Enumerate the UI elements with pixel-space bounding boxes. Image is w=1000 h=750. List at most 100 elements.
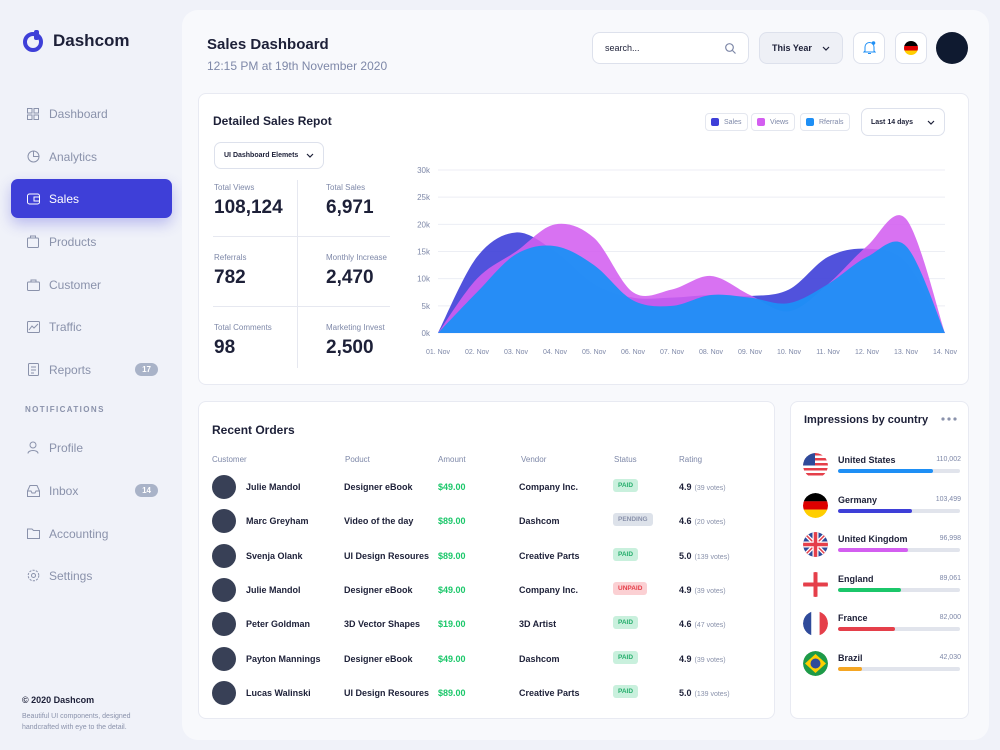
- nav-label: Accounting: [49, 526, 109, 541]
- country-name: France: [838, 613, 868, 624]
- legend-sales[interactable]: Sales: [705, 113, 748, 131]
- order-rating: 4.9 (39 votes): [679, 654, 726, 664]
- x-tick-label: 03. Nov: [504, 349, 529, 356]
- rating-votes: (20 votes): [694, 519, 726, 527]
- nav-label: Profile: [49, 440, 84, 455]
- language-button[interactable]: [895, 32, 927, 64]
- country-value: 42,030: [939, 654, 961, 661]
- period-label: This Year: [772, 43, 812, 53]
- search-icon: [725, 42, 736, 54]
- page-subtitle: 12:15 PM at 19th November 2020: [207, 59, 388, 73]
- legend-views[interactable]: Views: [751, 113, 795, 131]
- table-row[interactable]: Svenja Olank UI Design Resoures $89.00 Crea…: [212, 543, 752, 568]
- order-customer: Payton Mannings: [246, 653, 321, 664]
- traffic-icon: [26, 320, 40, 334]
- nav-item-reports[interactable]: Reports 17: [11, 350, 172, 389]
- country-row[interactable]: Germany 103,499: [803, 492, 963, 519]
- status-badge: UNPAID: [613, 581, 648, 595]
- order-vendor: Company Inc.: [519, 482, 579, 492]
- country-name: Germany: [838, 494, 878, 505]
- ui-elements-label: UI Dashboard Elemets: [224, 152, 299, 159]
- order-rating: 4.6 (20 votes): [679, 516, 726, 526]
- rating-votes: (47 votes): [694, 622, 726, 630]
- impressions-title: Impressions by country: [804, 414, 929, 426]
- nav-item-customer[interactable]: Customer: [11, 265, 172, 304]
- table-row[interactable]: Peter Goldman 3D Vector Shapes $19.00 3D Ar…: [212, 612, 752, 637]
- col-header-vendor: Vendor: [521, 455, 547, 464]
- recent-orders-title: Recent Orders: [212, 423, 295, 437]
- nav-item-profile[interactable]: Profile: [11, 428, 172, 467]
- country-row[interactable]: England 89,061: [803, 571, 963, 598]
- sales-report-title: Detailed Sales Repot: [213, 114, 332, 128]
- stat-monthly-increase: Monthly Increase 2,470: [326, 253, 387, 289]
- order-rating: 5.0 (139 votes): [679, 688, 730, 698]
- avatar: [212, 475, 236, 499]
- nav-item-traffic[interactable]: Traffic: [11, 307, 172, 346]
- profile-icon: [26, 441, 40, 455]
- order-amount: $89.00: [438, 550, 466, 561]
- stat-total-comments: Total Comments 98: [214, 323, 272, 359]
- nav-item-products[interactable]: Products: [11, 222, 172, 261]
- legend-referrals[interactable]: Rferrals: [800, 113, 850, 131]
- y-tick-label: 15k: [417, 248, 431, 257]
- flag-us-icon: [803, 453, 828, 478]
- user-avatar[interactable]: [936, 32, 968, 64]
- nav-item-settings[interactable]: Settings: [11, 556, 172, 595]
- x-tick-label: 11. Nov: [816, 349, 840, 356]
- table-row[interactable]: Lucas Walinski UI Design Resoures $89.00 Cr…: [212, 680, 752, 705]
- order-vendor: Creative Parts: [519, 687, 580, 698]
- brand-name: Dashcom: [53, 31, 130, 50]
- nav-label: Sales: [49, 191, 80, 206]
- table-row[interactable]: Julie Mandol Designer eBook $49.00 Company …: [212, 475, 752, 499]
- stat-value: 108,124: [214, 197, 283, 218]
- country-row[interactable]: United Kingdom 96,998: [803, 532, 963, 558]
- col-header-customer: Customer: [212, 455, 247, 464]
- range-label: Last 14 days: [871, 118, 914, 126]
- y-tick-label: 30k: [417, 166, 431, 175]
- x-tick-label: 01. Nov: [426, 349, 451, 356]
- rating-votes: (39 votes): [694, 656, 726, 664]
- country-progress: [838, 587, 960, 592]
- country-row[interactable]: France 82,000: [803, 611, 963, 637]
- nav-item-dashboard[interactable]: Dashboard: [11, 94, 172, 133]
- x-tick-label: 02. Nov: [465, 349, 490, 356]
- period-select[interactable]: This Year: [759, 32, 843, 64]
- table-row[interactable]: Payton Mannings Designer eBook $49.00 Dashc…: [212, 646, 752, 671]
- order-product: Designer eBook: [344, 584, 413, 595]
- notifications-heading: NOTIFICATIONS: [25, 405, 105, 414]
- avatar: [212, 612, 236, 637]
- ui-elements-select[interactable]: UI Dashboard Elemets: [214, 142, 324, 169]
- x-tick-label: 08. Nov: [699, 349, 724, 356]
- x-tick-label: 06. Nov: [621, 349, 646, 356]
- order-product: Designer eBook: [344, 653, 413, 664]
- more-options-icon[interactable]: [941, 417, 957, 421]
- brand[interactable]: Dashcom: [22, 30, 130, 52]
- range-select[interactable]: Last 14 days: [861, 108, 945, 136]
- avatar: [212, 543, 236, 568]
- nav-label: Customer: [49, 277, 102, 292]
- country-row[interactable]: United States 110,002: [803, 453, 963, 479]
- x-tick-label: 13. Nov: [894, 349, 919, 356]
- x-tick-label: 14. Nov: [933, 349, 958, 356]
- legend-swatch-views: [757, 118, 765, 126]
- inbox-badge: 14: [135, 484, 158, 497]
- nav-item-analytics[interactable]: Analytics: [11, 137, 172, 176]
- flag-br-icon: [803, 651, 828, 676]
- search-input[interactable]: search...: [592, 32, 749, 64]
- table-row[interactable]: Julie Mandol Designer eBook $49.00 Company …: [212, 577, 752, 602]
- country-row[interactable]: Brazil 42,030: [803, 651, 963, 677]
- order-amount: $49.00: [438, 653, 466, 664]
- table-row[interactable]: Marc Greyham Video of the day $89.00 Dashco…: [212, 509, 752, 534]
- chevron-down-icon: [306, 153, 314, 158]
- rating-votes: (139 votes): [694, 690, 730, 698]
- order-rating: 5.0 (139 votes): [679, 551, 730, 561]
- nav-item-inbox[interactable]: Inbox 14: [11, 471, 172, 510]
- legend-swatch-sales: [711, 118, 719, 126]
- nav-item-sales[interactable]: Sales: [11, 179, 172, 218]
- rating-value: 5.0: [679, 550, 692, 561]
- country-value: 82,000: [939, 614, 961, 622]
- notifications-button[interactable]: [853, 32, 885, 64]
- nav-item-accounting[interactable]: Accounting: [11, 514, 172, 553]
- stat-total-views: Total Views 108,124: [214, 183, 283, 219]
- country-progress: [838, 548, 960, 553]
